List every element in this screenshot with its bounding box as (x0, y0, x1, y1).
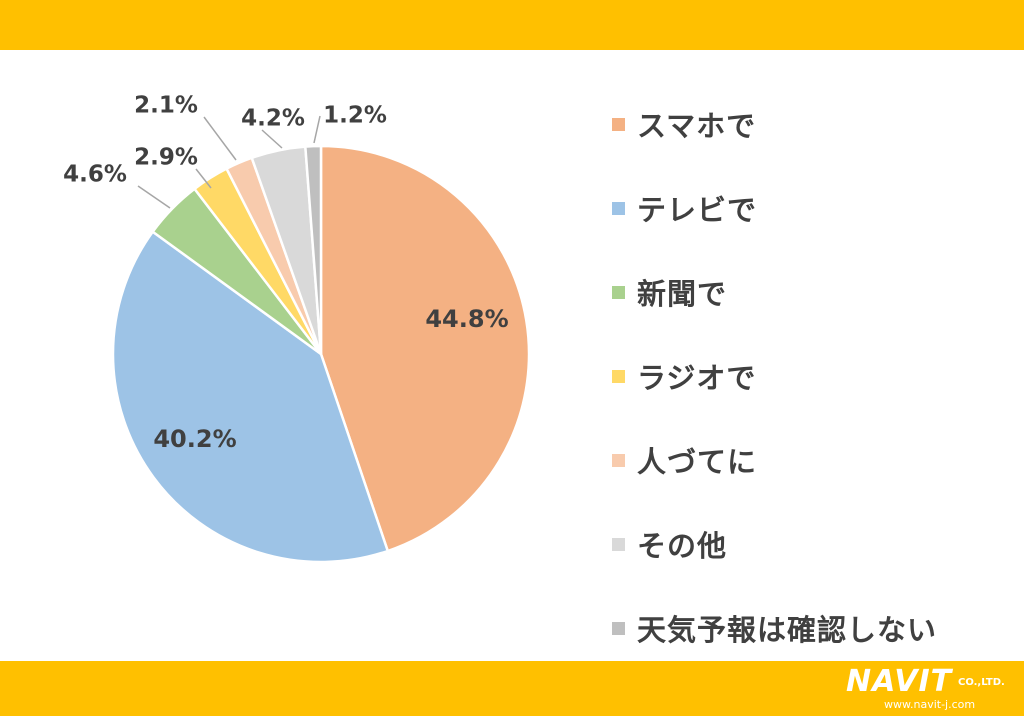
legend-label: その他 (637, 529, 728, 563)
legend-swatch (612, 453, 625, 467)
leader-line-6 (261, 129, 283, 149)
data-label-1: 44.8% (425, 305, 508, 333)
legend-label: 人づてに (637, 445, 758, 479)
legend-item-6: その他 (612, 502, 937, 586)
legend-label: スマホで (637, 109, 757, 143)
pie-slices (111, 144, 531, 564)
legend-item-5: 人づてに (612, 418, 937, 502)
legend-swatch (612, 117, 625, 131)
bottom-banner (0, 661, 1024, 716)
company-logo: NAVIT CO.,LTD. www.navit-j.com (846, 664, 1016, 712)
legend-swatch (612, 369, 625, 383)
leader-lines (137, 115, 321, 209)
legend-swatch (612, 537, 625, 551)
data-label-3: 4.6% (63, 162, 127, 188)
pie-slice-1 (319, 144, 531, 553)
legend: スマホでテレビで新聞でラジオで人づてにその他天気予報は確認しない (612, 82, 937, 670)
data-label-4: 2.9% (134, 145, 198, 171)
logo-suffix: CO.,LTD. (958, 677, 1005, 688)
leader-line-4 (195, 168, 212, 189)
legend-label: 新聞で (637, 277, 728, 311)
legend-swatch (612, 285, 625, 299)
leader-line-3 (137, 185, 171, 209)
top-banner (0, 0, 1024, 50)
legend-item-3: 新聞で (612, 250, 937, 334)
logo-url: www.navit-j.com (884, 698, 976, 711)
data-label-2: 40.2% (153, 425, 236, 453)
pie-slice-7 (303, 144, 323, 355)
legend-item-4: ラジオで (612, 334, 937, 418)
logo-brand: NAVIT (846, 664, 953, 699)
data-label-7: 1.2% (323, 103, 387, 129)
legend-item-2: テレビで (612, 166, 937, 250)
legend-label: ラジオで (637, 361, 757, 395)
leader-line-7 (313, 115, 321, 144)
data-label-6: 4.2% (241, 106, 305, 132)
legend-swatch (612, 201, 625, 215)
legend-item-1: スマホで (612, 82, 937, 166)
legend-label: テレビで (637, 193, 758, 227)
legend-swatch (612, 621, 625, 635)
data-labels: 44.8% 40.2% 4.6% 2.9% 2.1% 4.2% 1.2% (63, 93, 509, 454)
leader-line-5 (203, 116, 237, 161)
pie-chart: 44.8% 40.2% 4.6% 2.9% 2.1% 4.2% 1.2% (63, 93, 531, 564)
data-label-5: 2.1% (134, 93, 198, 119)
legend-label: 天気予報は確認しない (637, 613, 938, 647)
pie-slice-2 (111, 229, 390, 564)
legend-item-7: 天気予報は確認しない (612, 586, 937, 670)
